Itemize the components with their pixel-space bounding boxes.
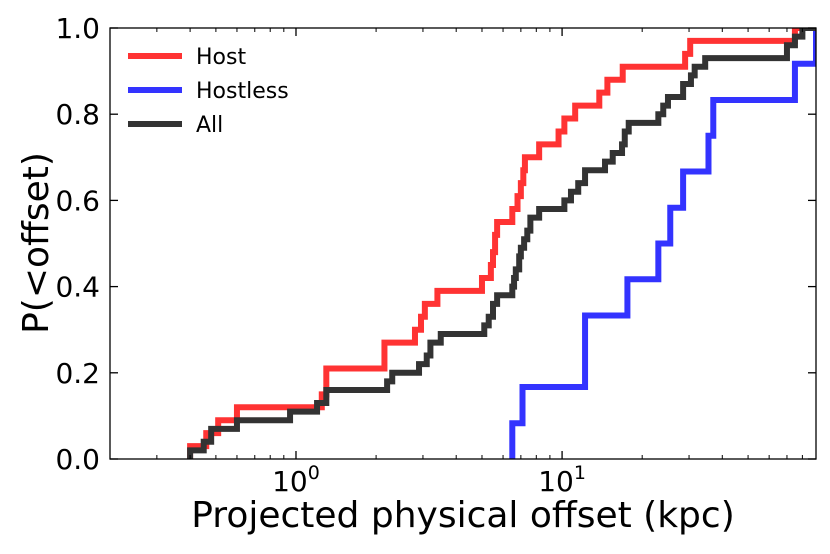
series-layer <box>187 28 816 459</box>
x-tick-label: 100 <box>272 462 320 498</box>
legend-label-host: Host <box>196 45 246 70</box>
x-axis-label: Projected physical offset (kpc) <box>191 495 735 536</box>
y-tick-label: 0.4 <box>55 271 100 304</box>
axes-layer: 0.0 0.2 0.4 0.6 0.8 1.0 100 101 <box>55 12 816 498</box>
legend: Host Hostless All <box>128 45 289 138</box>
y-tick-label: 1.0 <box>55 12 100 45</box>
y-tick-label: 0.8 <box>55 98 100 131</box>
legend-label-hostless: Hostless <box>196 79 289 104</box>
y-tick-label: 0.6 <box>55 184 100 217</box>
series-line-all <box>187 28 816 459</box>
series-line-host <box>187 28 816 459</box>
y-axis-label: P(<offset) <box>16 152 57 334</box>
y-tick-label: 0.0 <box>55 443 100 476</box>
series-line-hostless <box>509 28 816 459</box>
plot-frame <box>109 27 817 460</box>
legend-label-all: All <box>196 113 223 138</box>
y-tick-label: 0.2 <box>55 357 100 390</box>
x-tick-label: 101 <box>538 462 586 498</box>
